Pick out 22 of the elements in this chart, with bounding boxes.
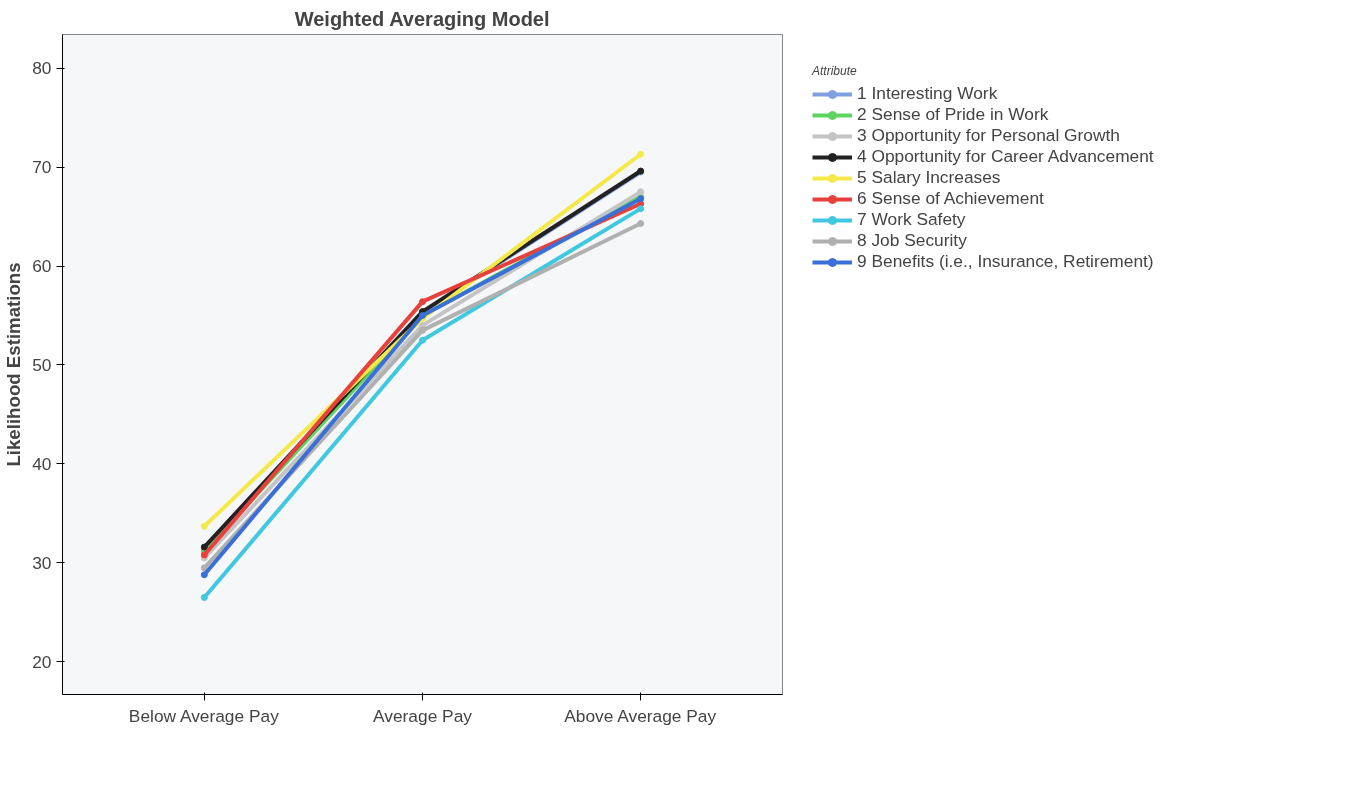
y-tick-label: 80: [32, 58, 52, 79]
legend-label: 1 Interesting Work: [857, 83, 998, 104]
legend-label: 8 Job Security: [857, 230, 967, 251]
legend-label: 7 Work Safety: [857, 209, 966, 230]
x-tick-label: Below Average Pay: [128, 705, 280, 726]
x-tick-label: Above Average Pay: [564, 705, 717, 726]
y-axis-title: Likelihood Estimations: [3, 262, 25, 467]
legend-label: 2 Sense of Pride in Work: [857, 104, 1049, 125]
y-tick-label: 40: [32, 453, 52, 474]
x-tick-label: Average Pay: [373, 705, 473, 726]
chart-title: Weighted Averaging Model: [294, 7, 550, 30]
legend-label: 6 Sense of Achievement: [857, 188, 1044, 209]
legend-label: 9 Benefits (i.e., Insurance, Retirement): [857, 251, 1154, 272]
legend-label: 5 Salary Increases: [857, 167, 1001, 188]
y-tick-label: 30: [32, 552, 52, 573]
legend-label: 4 Opportunity for Career Advancement: [857, 146, 1154, 167]
y-tick-label: 50: [32, 354, 52, 375]
y-tick-label: 70: [32, 157, 52, 178]
legend-label: 3 Opportunity for Personal Growth: [857, 125, 1120, 146]
y-tick-label: 60: [32, 256, 52, 277]
legend-title: Attribute: [812, 64, 858, 78]
y-tick-label: 20: [32, 651, 52, 672]
